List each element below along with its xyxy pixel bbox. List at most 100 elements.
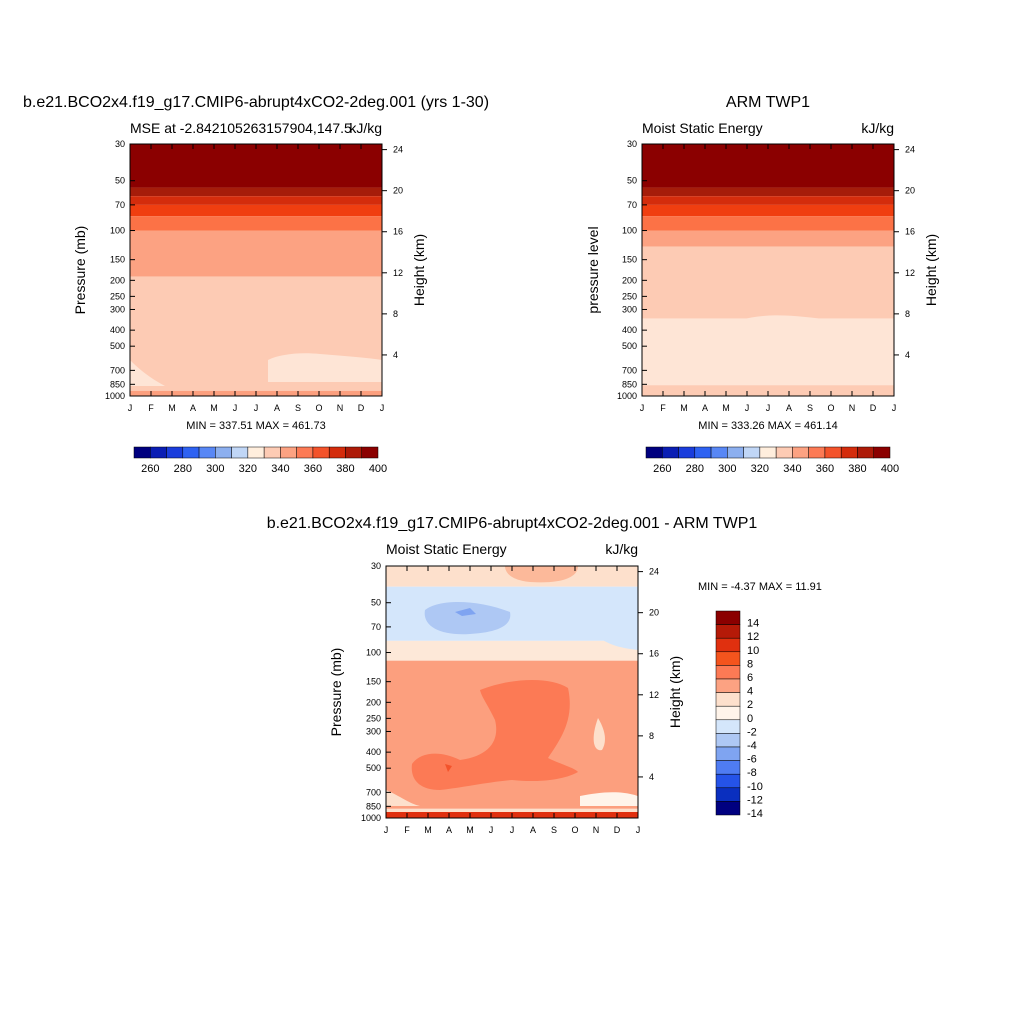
y-right-tick-label: 12 xyxy=(649,690,659,700)
band-2 xyxy=(130,187,382,197)
panel2-left-subtitle: Moist Static Energy xyxy=(642,120,763,136)
colorbar-label: -10 xyxy=(747,781,763,793)
x-tick-label: J xyxy=(384,825,389,835)
panel3-plot-area xyxy=(386,566,638,818)
colorbar-swatch xyxy=(710,446,728,459)
y-tick-label: 400 xyxy=(366,747,381,757)
panel1-axes: J F M A M J J A S O N D J 30 50 70 100 150 200 250 300 400 500… xyxy=(105,139,403,413)
band-4 xyxy=(130,204,382,217)
colorbar-swatch xyxy=(715,692,741,707)
x-tick-label: J xyxy=(254,403,259,413)
x-tick-label: A xyxy=(446,825,452,835)
colorbar-label: 260 xyxy=(141,463,159,475)
band-5 xyxy=(642,216,894,231)
colorbar-label: 340 xyxy=(783,463,801,475)
colorbar-swatch xyxy=(727,446,744,459)
x-tick-label: J xyxy=(636,825,641,835)
x-tick-label: A xyxy=(530,825,536,835)
panel3-small-blob xyxy=(445,764,452,772)
band-1 xyxy=(130,144,382,188)
colorbar-swatch xyxy=(715,624,741,639)
y-tick-label: 850 xyxy=(622,379,637,389)
colorbar-swatch xyxy=(166,446,184,459)
y-right-tick-label: 16 xyxy=(905,227,915,237)
panel1-right-subtitle: kJ/kg xyxy=(349,120,382,136)
panel3-neg-blob xyxy=(424,601,511,635)
y-tick-label: 200 xyxy=(110,275,125,285)
panel1-colorbar: 260 280 300 320 340 360 380 400 xyxy=(133,446,387,475)
colorbar-label: 300 xyxy=(718,463,736,475)
panel2-ylabel-right: Height (km) xyxy=(923,234,939,306)
x-tick-label: D xyxy=(870,403,877,413)
colorbar-label: 6 xyxy=(747,672,753,684)
x-tick-label: M xyxy=(424,825,432,835)
panel3-right-subtitle: kJ/kg xyxy=(605,541,638,557)
colorbar-swatch xyxy=(678,446,696,459)
colorbar-label: 320 xyxy=(239,463,257,475)
x-tick-label: A xyxy=(274,403,280,413)
y-right-tick-label: 4 xyxy=(905,350,910,360)
colorbar-swatch xyxy=(715,678,741,693)
colorbar-swatch xyxy=(263,446,281,459)
panel-model: b.e21.BCO2x4.f19_g17.CMIP6-abrupt4xCO2-2… xyxy=(23,94,489,475)
y-tick-label: 1000 xyxy=(617,391,637,401)
x-tick-label: J xyxy=(510,825,515,835)
panel1-low-blob xyxy=(130,360,165,386)
colorbar-label: -14 xyxy=(747,808,763,820)
panel2-wavy-boundary xyxy=(642,315,894,338)
y-tick-label: 700 xyxy=(110,365,125,375)
colorbar-swatch xyxy=(715,733,741,748)
y-tick-label: 150 xyxy=(622,255,637,265)
colorbar-swatch xyxy=(150,446,167,459)
x-tick-label: O xyxy=(315,403,322,413)
colorbar-swatch xyxy=(840,446,858,459)
colorbar-swatch xyxy=(215,446,232,459)
panel3-ylabel: Pressure (mb) xyxy=(328,648,344,737)
colorbar-swatch xyxy=(715,665,741,680)
y-tick-label: 50 xyxy=(371,598,381,608)
panel3-warm-column xyxy=(411,679,578,790)
band-7 xyxy=(642,246,894,319)
x-tick-label: M xyxy=(680,403,688,413)
colorbar-label: 280 xyxy=(174,463,192,475)
x-tick-label: N xyxy=(337,403,344,413)
panel3-right-drop xyxy=(593,718,605,751)
panel1-ylabel-right: Height (km) xyxy=(411,234,427,306)
y-tick-label: 400 xyxy=(622,325,637,335)
band-2 xyxy=(642,187,894,197)
band-3 xyxy=(642,196,894,205)
x-tick-label: A xyxy=(786,403,792,413)
colorbar-label: -4 xyxy=(747,740,757,752)
y-tick-label: 50 xyxy=(115,176,125,186)
x-tick-label: S xyxy=(551,825,557,835)
colorbar-label: 260 xyxy=(653,463,671,475)
y-right-tick-label: 16 xyxy=(393,227,403,237)
y-tick-label: 150 xyxy=(110,255,125,265)
panel1-ylabel: Pressure (mb) xyxy=(72,226,88,315)
x-tick-label: J xyxy=(128,403,133,413)
y-tick-label: 200 xyxy=(366,697,381,707)
x-tick-label: N xyxy=(593,825,600,835)
colorbar-swatch xyxy=(857,446,874,459)
y-tick-label: 70 xyxy=(115,200,125,210)
panel3-title: b.e21.BCO2x4.f19_g17.CMIP6-abrupt4xCO2-2… xyxy=(267,515,758,532)
panel3-neg-blob2 xyxy=(455,608,476,616)
y-tick-label: 850 xyxy=(110,379,125,389)
panel1-bands xyxy=(130,144,382,396)
panel2-bands xyxy=(642,144,894,396)
x-tick-label: F xyxy=(660,403,666,413)
y-right-tick-label: 8 xyxy=(649,731,654,741)
colorbar-label: 2 xyxy=(747,699,753,711)
panel3-low-right xyxy=(580,792,638,806)
y-tick-label: 400 xyxy=(110,325,125,335)
colorbar-swatch xyxy=(345,446,362,459)
colorbar-swatch xyxy=(231,446,249,459)
colorbar-swatch xyxy=(296,446,314,459)
y-tick-label: 70 xyxy=(627,200,637,210)
panel1-minmax: MIN = 337.51 MAX = 461.73 xyxy=(186,420,325,432)
y-tick-label: 100 xyxy=(366,648,381,658)
y-tick-label: 500 xyxy=(110,341,125,351)
y-tick-label: 300 xyxy=(622,304,637,314)
